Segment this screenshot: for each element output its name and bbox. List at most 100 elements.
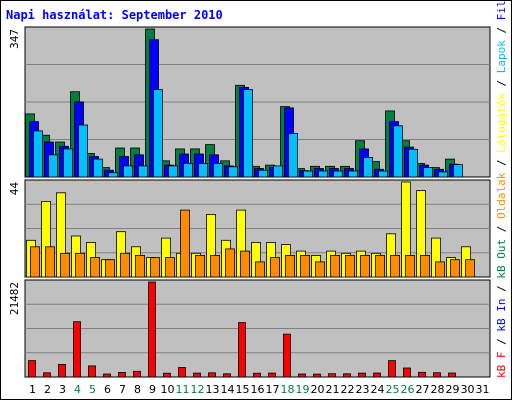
x-tick-label-16: 16 xyxy=(251,383,265,396)
legend-entry: File-ok xyxy=(495,0,508,20)
bar-visits-oldalak-day-28 xyxy=(435,261,445,278)
bar-kb-kb_f-day-10 xyxy=(163,372,171,378)
legend-entry: kB In xyxy=(495,299,508,332)
bar-visits-oldalak-day-24 xyxy=(375,254,385,278)
bar-hits-lapok-day-2 xyxy=(48,154,58,178)
x-tick-label-15: 15 xyxy=(236,383,250,396)
x-tick-label-4: 4 xyxy=(74,383,81,396)
bar-hits-lapok-day-26 xyxy=(408,148,418,178)
bar-hits-lapok-day-21 xyxy=(333,170,343,178)
bar-visits-oldalak-day-2 xyxy=(45,246,55,278)
bar-visits-oldalak-day-20 xyxy=(315,261,325,278)
bar-hits-lapok-day-9 xyxy=(153,89,163,178)
bar-kb-kb_f-day-21 xyxy=(328,373,336,378)
x-tick-label-20: 20 xyxy=(311,383,325,396)
bar-hits-lapok-day-6 xyxy=(108,172,118,178)
legend-entry: Lapok xyxy=(495,40,508,73)
bar-visits-oldalak-day-16 xyxy=(255,261,265,278)
legend-entry: kB F xyxy=(495,352,508,379)
bar-kb-kb_f-day-24 xyxy=(373,372,381,378)
bar-visits-oldalak-day-25 xyxy=(390,254,400,278)
legend-entry: Látogatók xyxy=(495,93,508,153)
bar-visits-oldalak-day-12 xyxy=(195,254,205,278)
x-tick-label-2: 2 xyxy=(44,383,51,396)
bar-hits-lapok-day-1 xyxy=(33,130,43,178)
chart-title: Napi használat: September 2010 xyxy=(6,8,223,22)
bar-hits-lapok-day-23 xyxy=(363,156,373,178)
x-tick-label-29: 29 xyxy=(446,383,460,396)
x-tick-label-26: 26 xyxy=(401,383,415,396)
legend-entry: Oldalak xyxy=(495,172,508,219)
bar-hits-lapok-day-22 xyxy=(348,170,358,178)
bar-visits-oldalak-day-18 xyxy=(285,254,295,278)
bar-visits-oldalak-day-21 xyxy=(330,254,340,278)
x-tick-label-31: 31 xyxy=(476,383,490,396)
bar-hits-lapok-day-10 xyxy=(168,165,178,178)
bar-hits-lapok-day-7 xyxy=(123,165,133,178)
bar-visits-oldalak-day-17 xyxy=(270,257,280,278)
bar-hits-lapok-day-19 xyxy=(303,170,313,178)
bar-kb-kb_f-day-17 xyxy=(268,372,276,378)
bar-kb-kb_f-day-9 xyxy=(148,281,156,378)
legend-separator: / xyxy=(495,153,508,173)
bar-visits-oldalak-day-10 xyxy=(165,257,175,278)
bar-visits-oldalak-day-13 xyxy=(210,254,220,278)
bar-kb-kb_f-day-5 xyxy=(88,365,96,378)
bar-kb-kb_f-day-2 xyxy=(43,372,51,378)
bar-hits-lapok-day-4 xyxy=(78,124,88,178)
bar-kb-kb_f-day-4 xyxy=(73,321,81,378)
x-tick-label-3: 3 xyxy=(59,383,66,396)
x-tick-label-25: 25 xyxy=(386,383,400,396)
bar-visits-oldalak-day-26 xyxy=(405,254,415,278)
bar-visits-oldalak-day-11 xyxy=(180,209,190,278)
bar-hits-lapok-day-27 xyxy=(423,167,433,178)
panel-kb-max-label: 21482 xyxy=(8,282,21,315)
x-tick-label-13: 13 xyxy=(206,383,220,396)
x-tick-label-7: 7 xyxy=(119,383,126,396)
x-tick-label-10: 10 xyxy=(161,383,175,396)
x-tick-label-5: 5 xyxy=(89,383,96,396)
bar-visits-oldalak-day-8 xyxy=(135,254,145,278)
legend-separator: / xyxy=(495,219,508,239)
bar-kb-kb_f-day-15 xyxy=(238,322,246,378)
bar-visits-oldalak-day-27 xyxy=(420,254,430,278)
bar-visits-oldalak-day-22 xyxy=(345,254,355,278)
bar-hits-lapok-day-11 xyxy=(183,162,193,178)
bar-hits-lapok-day-18 xyxy=(288,133,298,178)
x-tick-label-18: 18 xyxy=(281,383,295,396)
x-tick-label-9: 9 xyxy=(149,383,156,396)
bar-visits-oldalak-day-23 xyxy=(360,254,370,278)
bar-visits-oldalak-day-5 xyxy=(90,257,100,278)
x-tick-label-24: 24 xyxy=(371,383,385,396)
bar-kb-kb_f-day-19 xyxy=(298,373,306,378)
x-tick-label-19: 19 xyxy=(296,383,310,396)
bar-visits-oldalak-day-1 xyxy=(30,246,40,278)
bar-hits-lapok-day-29 xyxy=(453,164,463,178)
bar-kb-kb_f-day-6 xyxy=(103,373,111,378)
bar-kb-kb_f-day-11 xyxy=(178,367,186,378)
bar-kb-kb_f-day-14 xyxy=(223,373,231,378)
x-tick-label-21: 21 xyxy=(326,383,340,396)
bar-visits-oldalak-day-30 xyxy=(465,259,475,278)
legend-entry: kB Out xyxy=(495,239,508,279)
bar-kb-kb_f-day-1 xyxy=(28,360,36,378)
bar-visits-oldalak-day-19 xyxy=(300,254,310,278)
bar-hits-lapok-day-3 xyxy=(63,148,73,178)
side-legend: kB F / kB In / kB Out / Oldalak / Látoga… xyxy=(495,0,508,378)
x-tick-label-8: 8 xyxy=(134,383,141,396)
bar-visits-oldalak-day-3 xyxy=(60,252,70,278)
x-tick-label-14: 14 xyxy=(221,383,235,396)
bar-visits-oldalak-day-29 xyxy=(450,259,460,278)
bar-visits-oldalak-day-6 xyxy=(105,259,115,278)
bar-hits-lapok-day-15 xyxy=(243,89,253,178)
bar-kb-kb_f-day-20 xyxy=(313,373,321,378)
bar-kb-kb_f-day-26 xyxy=(403,367,411,378)
bar-kb-kb_f-day-27 xyxy=(418,371,426,378)
x-tick-label-1: 1 xyxy=(29,383,36,396)
bar-hits-lapok-day-25 xyxy=(393,125,403,178)
legend-separator: / xyxy=(495,20,508,40)
bar-kb-kb_f-day-22 xyxy=(343,373,351,378)
bar-kb-kb_f-day-12 xyxy=(193,372,201,378)
bar-kb-kb_f-day-28 xyxy=(433,372,441,378)
